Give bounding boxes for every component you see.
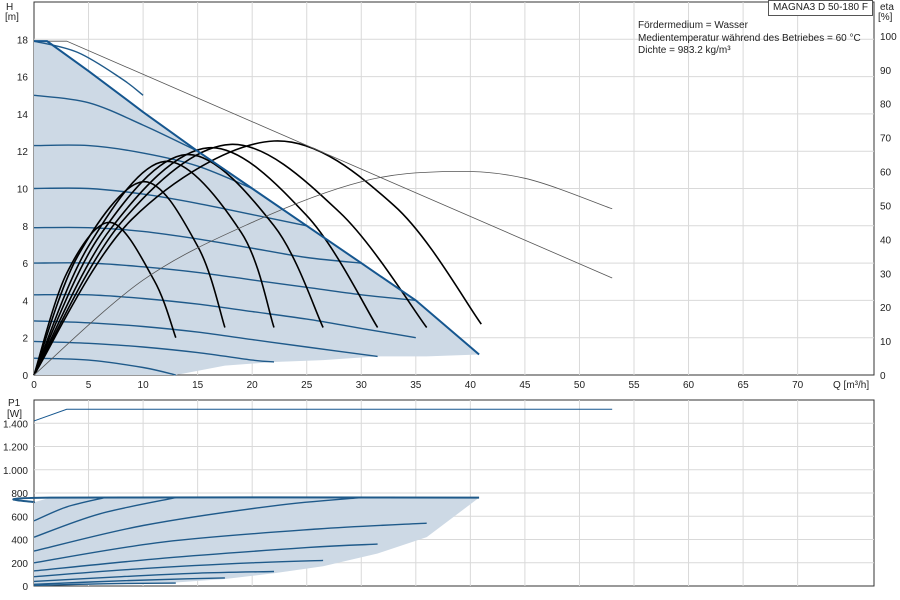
efficiency-curve: [33, 146, 379, 376]
y2-tick-label: 100: [880, 32, 897, 43]
y2-tick-label: 0: [880, 371, 886, 382]
power-curve: [33, 522, 427, 564]
y2-axis-title: eta: [880, 2, 894, 13]
note-medium: Fördermedium = Wasser: [638, 20, 748, 31]
power-operating-area: [34, 497, 480, 586]
p1-tick-label: 400: [11, 536, 28, 547]
y2-tick-label: 50: [880, 201, 892, 212]
y-tick-label: 2: [22, 334, 28, 345]
pump-curve: [33, 340, 275, 363]
y2-tick-label: 10: [880, 337, 892, 348]
x-tick-label: 60: [683, 380, 695, 391]
power-curve: [33, 543, 378, 572]
y-tick-label: 6: [22, 259, 28, 270]
power-curve: [33, 496, 362, 552]
max-power-line: [33, 408, 613, 422]
power-curve: [33, 559, 324, 578]
pump-curve: [33, 320, 378, 358]
x-axis-title: Q [m³/h]: [833, 380, 869, 391]
pump-curve: [33, 293, 416, 339]
p1-axis-unit: [W]: [7, 409, 22, 420]
x-tick-label: 30: [356, 380, 368, 391]
p1-tick-label: 1.200: [3, 443, 28, 454]
p1-tick-label: 600: [11, 512, 28, 523]
operating-area: [34, 41, 480, 375]
p1-tick-label: 800: [11, 489, 28, 500]
x-tick-label: 40: [465, 380, 477, 391]
y-tick-label: 12: [17, 147, 29, 158]
y2-tick-label: 70: [880, 134, 892, 145]
y-tick-label: 0: [22, 371, 28, 382]
y2-tick-label: 20: [880, 303, 892, 314]
note-temperature: Medientemperatur während des Betriebes =…: [638, 32, 861, 44]
efficiency-curve: [33, 180, 226, 376]
x-tick-label: 55: [628, 380, 640, 391]
power-curve: [33, 582, 176, 587]
efficiency-curve: [33, 160, 275, 376]
efficiency-curve: [33, 140, 482, 376]
y2-tick-label: 60: [880, 168, 892, 179]
pump-curve: [33, 226, 362, 264]
y-tick-label: 8: [22, 222, 28, 233]
y-tick-label: 10: [17, 185, 29, 196]
y2-tick-label: 40: [880, 235, 892, 246]
y-axis-unit: [m]: [5, 12, 19, 23]
y-tick-label: 4: [22, 296, 28, 307]
x-tick-label: 0: [31, 380, 37, 391]
x-tick-label: 20: [247, 380, 259, 391]
p1-axis-title: P1: [8, 398, 21, 409]
x-tick-label: 5: [86, 380, 92, 391]
power-curve: [33, 577, 225, 585]
x-tick-label: 10: [138, 380, 150, 391]
x-tick-label: 45: [519, 380, 531, 391]
y2-tick-label: 30: [880, 269, 892, 280]
p1-tick-label: 0: [22, 582, 28, 593]
medium-notes: Fördermedium = Wasser Medientemperatur w…: [638, 20, 861, 58]
efficiency-curve: [33, 143, 428, 376]
pump-curve: [33, 144, 253, 190]
power-curve: [33, 496, 106, 522]
note-density: Dichte = 983.2 kg/m³: [638, 45, 731, 56]
p1-tick-label: 200: [11, 559, 28, 570]
x-tick-label: 25: [301, 380, 313, 391]
x-tick-label: 35: [410, 380, 422, 391]
max-speed-curve: [34, 40, 480, 356]
pump-curve: [33, 357, 176, 376]
power-curve: [33, 570, 275, 583]
power-curve: [33, 496, 176, 538]
x-tick-label: 50: [574, 380, 586, 391]
p1-tick-label: 1.400: [3, 419, 28, 430]
x-tick-label: 70: [792, 380, 804, 391]
y2-tick-label: 80: [880, 100, 892, 111]
p1-tick-label: 1.000: [3, 466, 28, 477]
hydraulic-efficiency-curve: [33, 170, 613, 376]
y-axis-title: H: [6, 2, 13, 13]
y2-tick-label: 90: [880, 66, 892, 77]
pump-curve: [33, 94, 198, 152]
x-tick-label: 15: [192, 380, 204, 391]
y-tick-label: 18: [17, 35, 29, 46]
y2-axis-unit: [%]: [878, 12, 893, 23]
x-tick-label: 65: [738, 380, 750, 391]
y-tick-label: 14: [17, 110, 29, 121]
model-label: MAGNA3 D 50-180 F: [768, 0, 873, 16]
y-tick-label: 16: [17, 73, 29, 84]
pump-curve: [33, 187, 307, 227]
